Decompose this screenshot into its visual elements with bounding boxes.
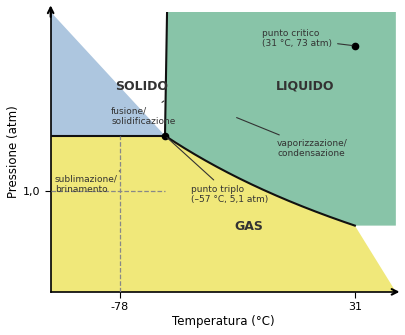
Text: sublimazione/
brinamento: sublimazione/ brinamento: [55, 171, 120, 194]
Text: punto triplo
(–57 °C, 5,1 atm): punto triplo (–57 °C, 5,1 atm): [167, 138, 268, 204]
Polygon shape: [51, 12, 167, 136]
Polygon shape: [165, 12, 396, 225]
Polygon shape: [51, 136, 396, 292]
Text: LIQUIDO: LIQUIDO: [276, 80, 335, 93]
Text: punto critico
(31 °C, 73 atm): punto critico (31 °C, 73 atm): [262, 29, 352, 49]
Text: fusione/
solidificazione: fusione/ solidificazione: [111, 101, 175, 126]
Y-axis label: Pressione (atm): Pressione (atm): [7, 106, 20, 198]
Text: GAS: GAS: [235, 220, 264, 233]
X-axis label: Temperatura (°C): Temperatura (°C): [172, 315, 275, 328]
Text: vaporizzazione/
condensazione: vaporizzazione/ condensazione: [237, 118, 348, 158]
Text: SOLIDO: SOLIDO: [115, 80, 168, 93]
